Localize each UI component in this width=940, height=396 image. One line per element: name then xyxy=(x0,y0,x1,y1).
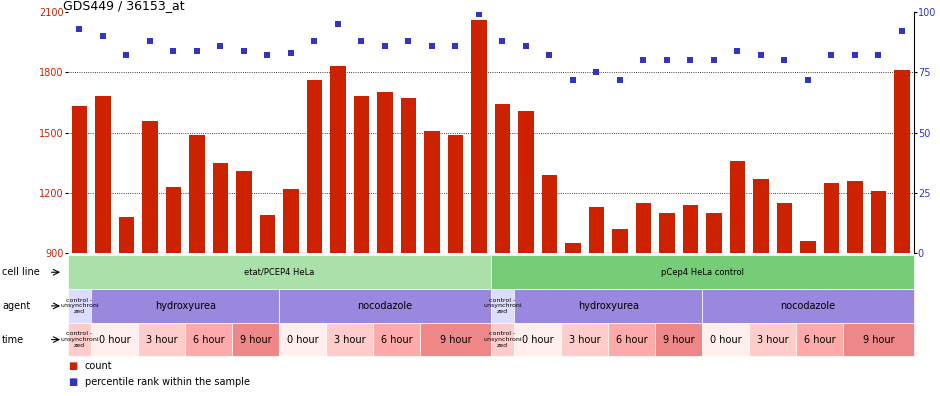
Bar xyxy=(894,70,910,253)
Text: 3 hour: 3 hour xyxy=(334,335,366,345)
Text: 3 hour: 3 hour xyxy=(569,335,601,345)
Bar xyxy=(71,107,87,253)
Text: 9 hour: 9 hour xyxy=(663,335,695,345)
Bar xyxy=(165,187,181,253)
Bar xyxy=(400,99,416,253)
Text: 0 hour: 0 hour xyxy=(287,335,319,345)
Bar xyxy=(212,163,228,253)
Text: 0 hour: 0 hour xyxy=(99,335,131,345)
Bar xyxy=(471,20,487,253)
Bar xyxy=(330,66,346,253)
Text: nocodazole: nocodazole xyxy=(357,301,413,311)
Bar xyxy=(729,161,745,253)
Bar xyxy=(424,131,440,253)
Bar xyxy=(565,244,581,253)
Text: 9 hour: 9 hour xyxy=(440,335,471,345)
Text: 0 hour: 0 hour xyxy=(710,335,742,345)
Bar xyxy=(659,213,675,253)
Bar xyxy=(682,205,698,253)
Text: ■: ■ xyxy=(68,361,77,371)
Bar xyxy=(95,96,111,253)
Text: 3 hour: 3 hour xyxy=(146,335,178,345)
Bar xyxy=(800,241,816,253)
Text: agent: agent xyxy=(2,301,30,311)
Text: control -
unsynchroni
zed: control - unsynchroni zed xyxy=(483,331,522,348)
Bar xyxy=(494,105,510,253)
Bar xyxy=(776,203,792,253)
Bar xyxy=(283,189,299,253)
Text: time: time xyxy=(2,335,24,345)
Text: count: count xyxy=(85,361,112,371)
Bar xyxy=(823,183,839,253)
Text: 0 hour: 0 hour xyxy=(522,335,554,345)
Text: cell line: cell line xyxy=(2,267,39,277)
Bar xyxy=(236,171,252,253)
Text: pCep4 HeLa control: pCep4 HeLa control xyxy=(661,268,744,277)
Bar xyxy=(518,110,534,253)
Bar xyxy=(753,179,769,253)
Text: ■: ■ xyxy=(68,377,77,387)
Text: 9 hour: 9 hour xyxy=(240,335,272,345)
Bar xyxy=(189,135,205,253)
Bar xyxy=(353,96,369,253)
Text: control -
unsynchroni
zed: control - unsynchroni zed xyxy=(60,298,99,314)
Bar xyxy=(635,203,651,253)
Text: 3 hour: 3 hour xyxy=(757,335,789,345)
Text: control -
unsynchroni
zed: control - unsynchroni zed xyxy=(483,298,522,314)
Text: percentile rank within the sample: percentile rank within the sample xyxy=(85,377,250,387)
Text: nocodazole: nocodazole xyxy=(780,301,836,311)
Text: 9 hour: 9 hour xyxy=(863,335,894,345)
Text: hydroxyurea: hydroxyurea xyxy=(155,301,215,311)
Bar xyxy=(541,175,557,253)
Text: 6 hour: 6 hour xyxy=(381,335,413,345)
Bar xyxy=(706,213,722,253)
Bar xyxy=(612,229,628,253)
Text: 6 hour: 6 hour xyxy=(193,335,225,345)
Bar xyxy=(447,135,463,253)
Text: GDS449 / 36153_at: GDS449 / 36153_at xyxy=(63,0,185,12)
Text: control -
unsynchroni
zed: control - unsynchroni zed xyxy=(60,331,99,348)
Bar xyxy=(847,181,863,253)
Bar xyxy=(118,217,134,253)
Bar xyxy=(588,207,604,253)
Bar xyxy=(377,92,393,253)
Text: etat/PCEP4 HeLa: etat/PCEP4 HeLa xyxy=(244,268,314,277)
Text: 6 hour: 6 hour xyxy=(616,335,648,345)
Text: hydroxyurea: hydroxyurea xyxy=(578,301,638,311)
Bar xyxy=(306,80,322,253)
Text: 6 hour: 6 hour xyxy=(804,335,836,345)
Bar xyxy=(142,120,158,253)
Bar xyxy=(870,191,886,253)
Bar xyxy=(259,215,275,253)
